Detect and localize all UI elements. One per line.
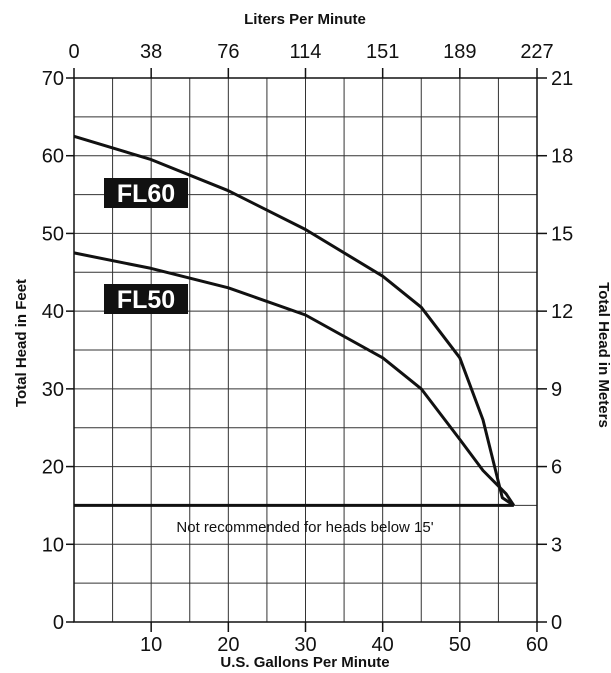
left-tick-label: 70 (42, 68, 64, 90)
fl60-label: FL60 (117, 180, 175, 208)
bottom-tick-label: 10 (140, 634, 162, 656)
bottom-tick-label: 30 (294, 634, 316, 656)
threshold-note: Not recommended for heads below 15' (176, 519, 433, 536)
top-tick-label: 0 (68, 41, 79, 63)
right-tick-label: 21 (551, 68, 573, 90)
left-tick-label: 40 (42, 301, 64, 323)
top-tick-label: 189 (443, 41, 476, 63)
right-tick-label: 6 (551, 457, 562, 479)
bottom-tick-label: 20 (217, 634, 239, 656)
right-tick-label: 0 (551, 612, 562, 634)
right-tick-label: 9 (551, 379, 562, 401)
series-line-fl60 (73, 134, 515, 507)
fl60-label-box (104, 178, 188, 208)
left-tick-label: 10 (42, 534, 64, 556)
right-tick-label: 18 (551, 146, 573, 168)
right-axis-title: Total Head in Meters (595, 282, 611, 428)
right-tick-label: 15 (551, 223, 573, 245)
top-tick-label: 151 (366, 41, 399, 63)
tick-labels: 10 20 30 40 50 600 38 76 114 151 189 22701020304050… (42, 41, 574, 656)
fl50-label: FL50 (117, 286, 175, 314)
bottom-axis-title: U.S. Gallons Per Minute (220, 654, 389, 671)
bottom-tick-label: 60 (526, 634, 548, 656)
series-lines (73, 134, 516, 507)
left-tick-label: 50 (42, 223, 64, 245)
top-tick-label: 76 (217, 41, 239, 63)
left-tick-label: 60 (42, 146, 64, 168)
series-line-fl50 (73, 251, 516, 507)
top-tick-label: 114 (290, 41, 322, 63)
left-axis-title: Total Head in Feet (13, 279, 30, 407)
right-tick-label: 3 (551, 534, 562, 556)
top-tick-label: 227 (520, 41, 553, 63)
left-tick-label: 0 (53, 612, 64, 634)
bottom-tick-label: 40 (372, 634, 394, 656)
grid (74, 78, 537, 622)
right-tick-label: 12 (551, 301, 573, 323)
top-axis-title: Liters Per Minute (244, 11, 366, 28)
bottom-tick-label: 50 (449, 634, 471, 656)
top-tick-label: 38 (140, 41, 162, 63)
left-tick-label: 20 (42, 457, 64, 479)
left-tick-label: 30 (42, 379, 64, 401)
fl50-label-box (104, 284, 188, 314)
